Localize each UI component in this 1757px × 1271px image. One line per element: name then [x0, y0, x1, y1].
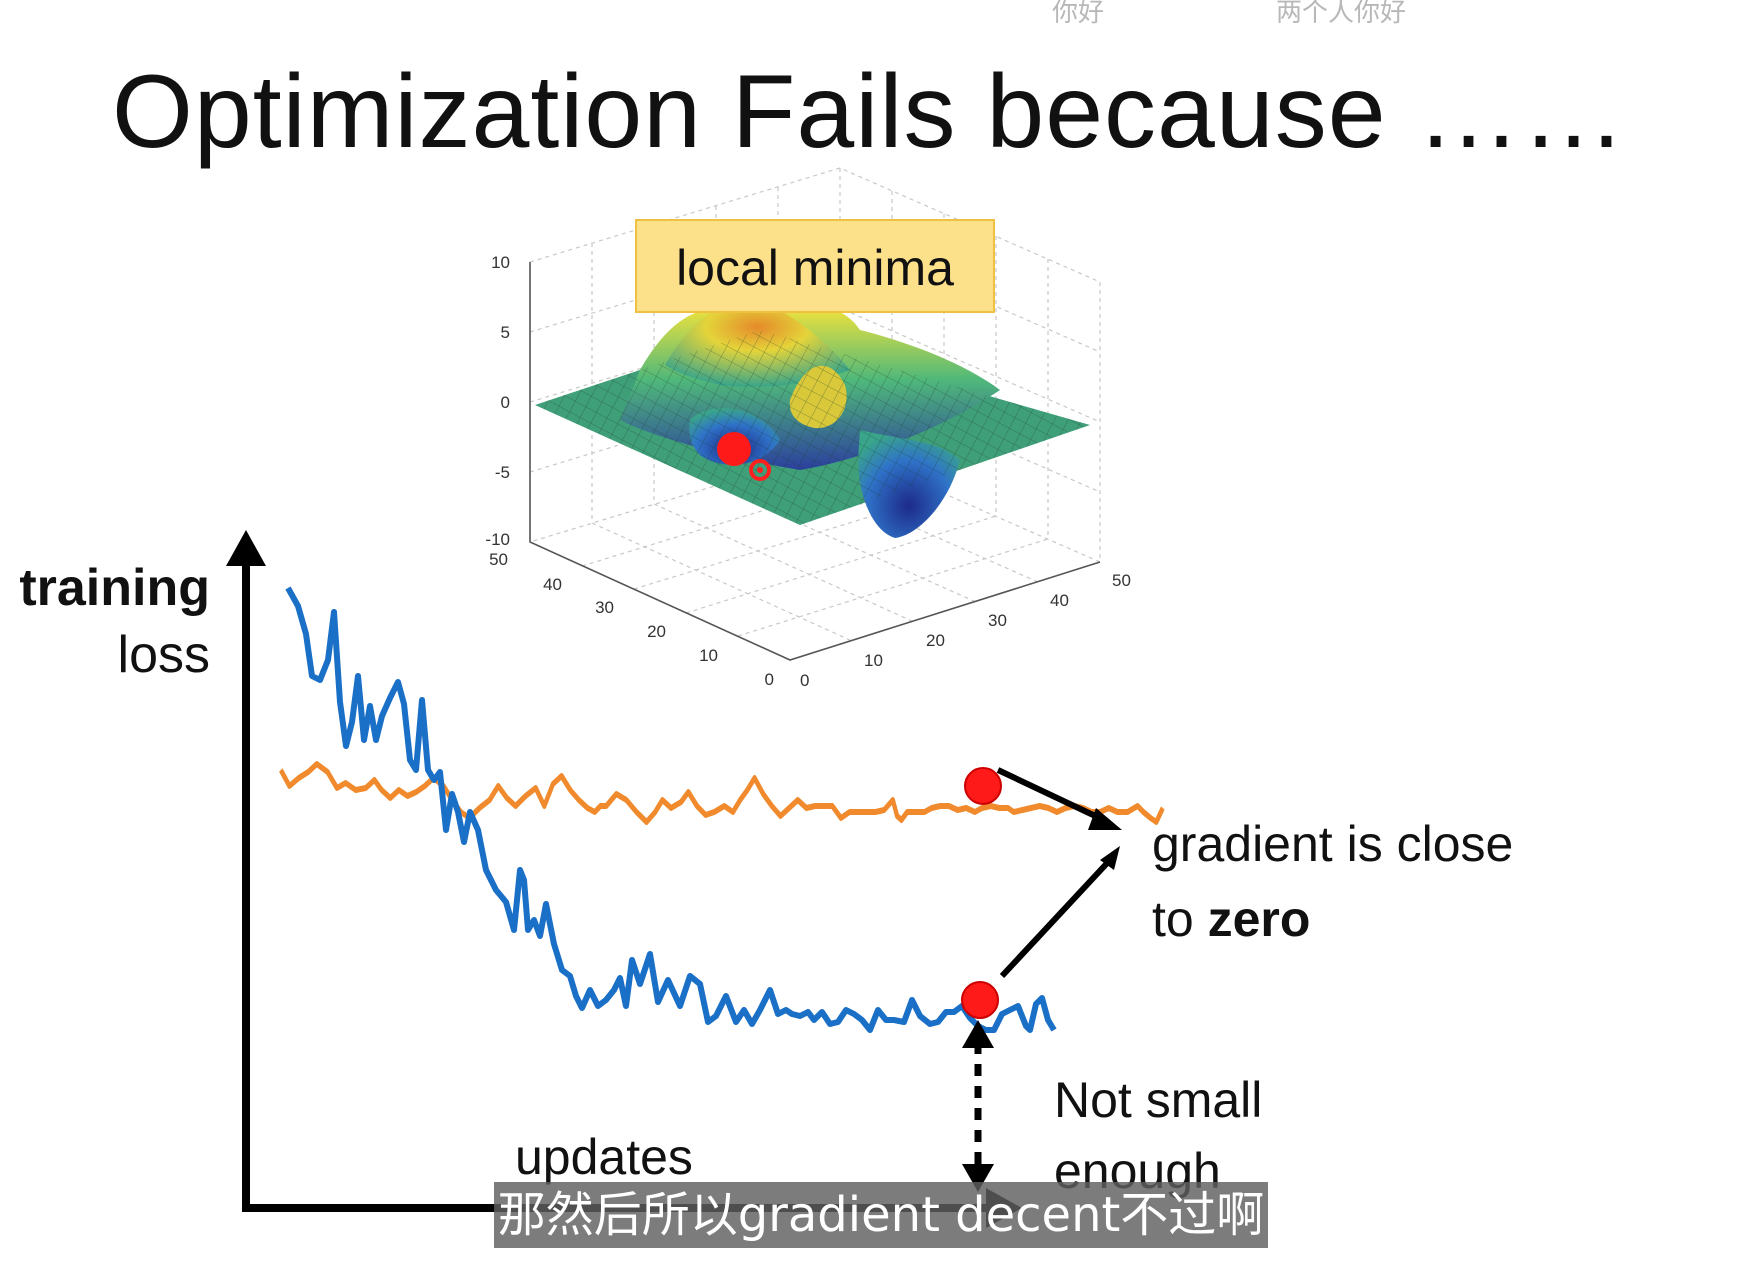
surface-mesh: [535, 301, 1090, 538]
top-caption-right: 两个人你好: [1276, 0, 1407, 27]
right-axis-tick: 10: [864, 651, 883, 670]
y-axis-label-loss: loss: [117, 626, 210, 684]
left-axis-tick: 10: [699, 646, 718, 665]
not-small-line1: Not small: [1054, 1072, 1263, 1128]
local-minima-callout: [635, 219, 995, 313]
x-axis-label: updates: [515, 1129, 693, 1185]
surface-plot: 10 5 0 -5 -10 50 40 30 20 10 0 0 10 20 3…: [485, 167, 1131, 690]
gradient-note-line1: gradient is close: [1152, 816, 1514, 872]
local-minima-label: local minima: [676, 240, 954, 296]
gradient-arrow-upper: [996, 767, 1110, 825]
right-axis-tick: 50: [1112, 571, 1131, 590]
gradient-arrowhead-upper: [1088, 808, 1122, 830]
gradient-note-zero: zero: [1207, 891, 1311, 947]
left-axis-tick: 20: [647, 622, 666, 641]
right-axis-tick: 40: [1050, 591, 1069, 610]
video-subtitle: 那然后所以gradient decent不过啊: [494, 1182, 1268, 1248]
z-tick: -5: [495, 463, 510, 482]
right-axis-tick: 30: [988, 611, 1007, 630]
top-caption-left: 你好: [1052, 0, 1105, 27]
y-axis-label-training: training: [19, 559, 210, 617]
z-tick: 5: [501, 323, 510, 342]
blue-loss-curve: [285, 586, 1057, 1033]
y-axis-arrowhead: [226, 530, 266, 566]
gradient-note-to: to: [1152, 891, 1208, 947]
gap-arrowhead-top: [962, 1020, 994, 1048]
gap-arrowhead-bottom: [962, 1164, 994, 1192]
right-axis-tick: 0: [800, 671, 809, 690]
surface-plot-axes: [529, 262, 1101, 661]
right-axis-tick: 20: [926, 631, 945, 650]
left-axis-tick: 30: [595, 598, 614, 617]
slide-title: Optimization Fails because ……: [112, 54, 1627, 170]
z-tick: -10: [485, 530, 510, 549]
gradient-arrow-lower: [999, 857, 1113, 979]
orange-loss-curve: [279, 761, 1165, 825]
z-tick: 10: [491, 253, 510, 272]
z-tick: 0: [501, 393, 510, 412]
local-minimum-marker: [717, 432, 751, 466]
blue-curve-end-marker: [961, 981, 999, 1019]
left-axis-tick: 40: [543, 575, 562, 594]
gradient-note-line2: to zero: [1152, 890, 1310, 948]
local-minimum-ring: [749, 459, 771, 481]
loss-axes: [226, 530, 1022, 1228]
left-axis-tick: 50: [489, 550, 508, 569]
left-axis-tick: 0: [765, 670, 774, 689]
orange-curve-end-marker: [964, 767, 1002, 805]
gradient-arrowhead-lower: [1100, 846, 1120, 870]
